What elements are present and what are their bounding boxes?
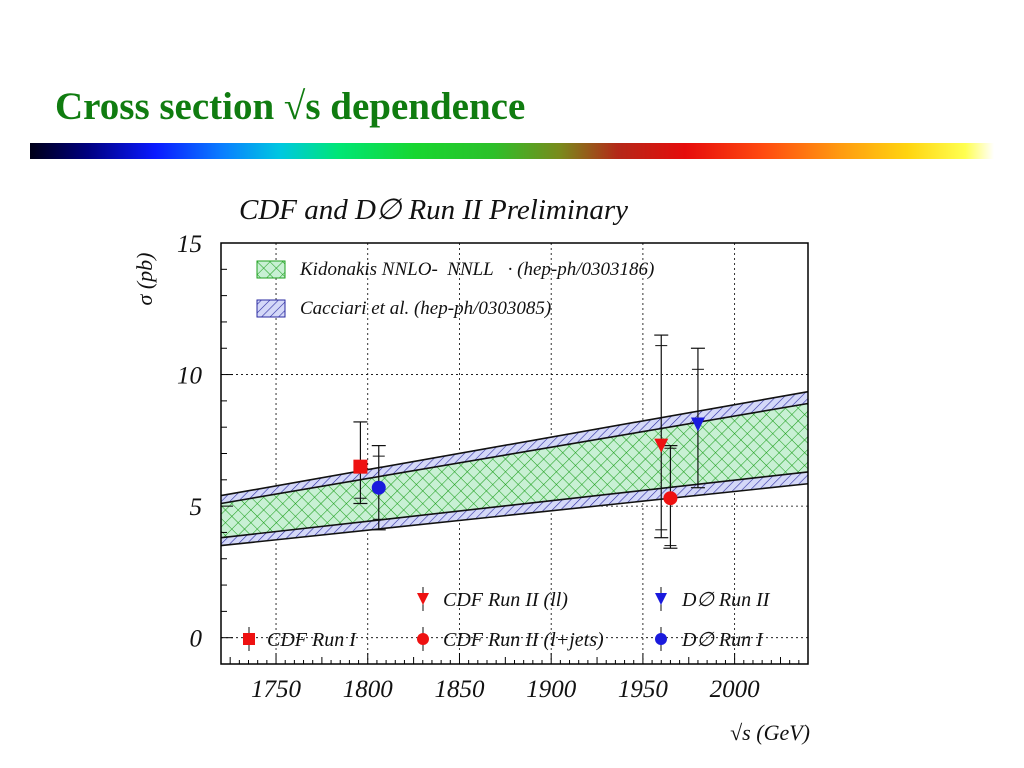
marker-d-run-ii xyxy=(690,417,705,432)
x-tick-label-1800: 1800 xyxy=(343,676,394,703)
band-cacciari-lower-edge xyxy=(220,482,809,547)
x-tick-label-1750: 1750 xyxy=(251,676,302,703)
marker-cdf-run-i xyxy=(353,459,368,474)
legend-label-cdf-run-ii-l-jets: CDF Run II (l+jets) xyxy=(443,629,604,651)
bands xyxy=(220,390,809,547)
band-kidonakis-lower-edge xyxy=(220,471,809,539)
legend-marker-cdf-run-ii-ll xyxy=(417,593,429,605)
x-tick-label-1900: 1900 xyxy=(526,676,577,703)
y-tick-label-10: 10 xyxy=(177,363,203,390)
x-tick-label-1850: 1850 xyxy=(434,676,485,703)
marker-cdf-run-ii-l-jets xyxy=(663,491,678,506)
legend-label-cdf-run-ii-ll: CDF Run II (ll) xyxy=(443,589,568,611)
x-tick-label-1950: 1950 xyxy=(618,676,669,703)
band-kidonakis-hatch xyxy=(221,403,808,538)
legend-marker-d-run-i xyxy=(655,633,667,645)
legend-marker-d-run-ii xyxy=(655,593,667,605)
marker-d-run-i xyxy=(371,480,386,495)
legend-label-d-run-ii: D∅ Run II xyxy=(681,589,771,611)
y-tick-label-5: 5 xyxy=(190,494,203,521)
y-axis-label: σ (pb) xyxy=(132,252,157,305)
band-kidonakis-upper-edge xyxy=(220,402,809,505)
chart-title: CDF and D∅ Run II Preliminary xyxy=(239,194,628,226)
x-axis-label: √s (GeV) xyxy=(730,720,810,745)
band-cacciari-upper-edge xyxy=(220,390,809,497)
axis-ticks: 1750 1800 1850 1900 1950 2000 0 5 10 15 xyxy=(177,231,809,703)
legend-label-cacciari: Cacciari et al. (hep-ph/0303085) xyxy=(300,298,551,319)
markers xyxy=(353,417,705,506)
points-legend: CDF Run II (ll) D∅ Run II CDF Run I CDF Run… xyxy=(243,587,771,651)
slide-title: Cross section √s dependence xyxy=(55,85,526,128)
legend-marker-cdf-run-ii-l-jets xyxy=(417,633,429,645)
legend-label-d-run-i: D∅ Run I xyxy=(681,629,764,651)
legend-label-kidonakis: Kidonakis NNLO- NNLL · (hep-ph/0303186) xyxy=(299,259,654,280)
chart: CDF and D∅ Run II Preliminary 1750 1800 18… xyxy=(132,194,810,745)
legend-marker-cdf-run-i xyxy=(243,633,255,645)
y-tick-label-15: 15 xyxy=(177,231,202,258)
x-tick-label-2000: 2000 xyxy=(710,676,761,703)
legend-label-cdf-run-i: CDF Run I xyxy=(267,629,357,651)
bands-legend: Kidonakis NNLO- NNLL · (hep-ph/0303186) … xyxy=(256,259,654,319)
rainbow-divider xyxy=(30,143,994,159)
y-tick-label-0: 0 xyxy=(190,626,203,653)
marker-cdf-run-ii-ll xyxy=(654,438,669,453)
